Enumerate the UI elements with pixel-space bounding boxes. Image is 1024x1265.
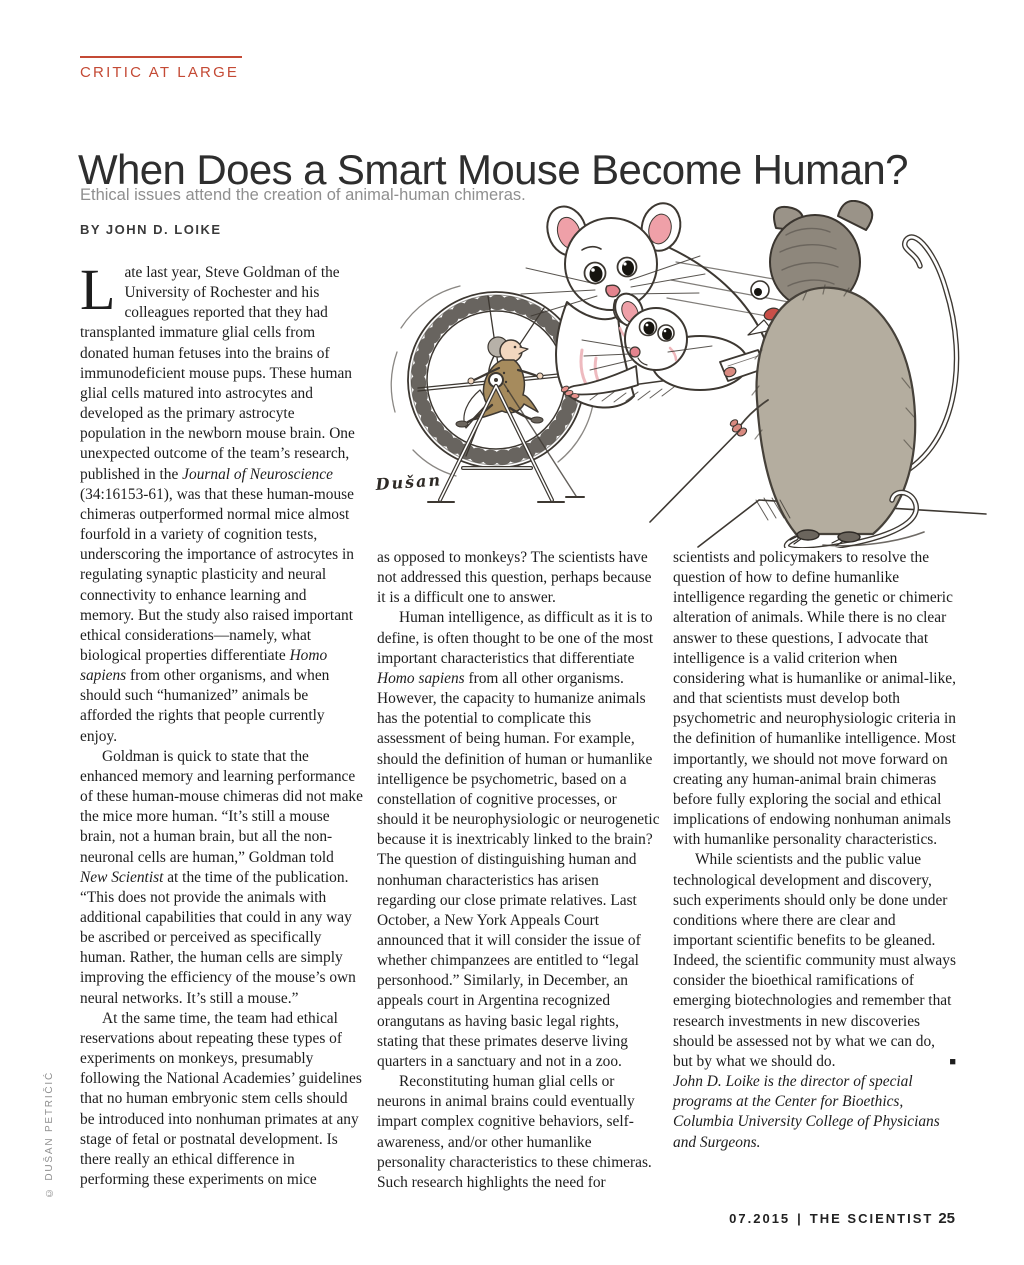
body-text: Human intelligence, as difficult as it i… (377, 609, 654, 667)
body-text: At the same time, the team had ethical r… (80, 1009, 362, 1189)
footer-separator: | (797, 1211, 803, 1226)
paragraph: While scientists and the public value te… (673, 850, 956, 1072)
body-text: from other organisms, and when should su… (80, 667, 330, 745)
body-text: Reconstituting human glial cells or neur… (377, 1073, 652, 1191)
body-text: at the time of the publication. “This do… (80, 868, 356, 1007)
article-dek: Ethical issues attend the creation of an… (80, 186, 526, 204)
body-text: from all other organisms. However, the c… (377, 669, 660, 1070)
wheel-stand (427, 383, 585, 503)
article-column-3: scientists and policymakers to resolve t… (673, 548, 956, 1153)
italic-species-name: Homo sapiens (80, 646, 328, 685)
paragraph: Goldman is quick to state that the enhan… (80, 747, 363, 1009)
article-column-2: as opposed to monkeys? The scientists ha… (377, 548, 660, 1193)
big-rat (649, 200, 987, 548)
illustration-credit: © DUŠAN PETRIČIĆ (44, 1070, 55, 1198)
italic-species-name: Homo sapiens (377, 669, 465, 687)
body-text: Goldman is quick to state that the enhan… (80, 747, 363, 866)
kicker-rule (80, 56, 242, 58)
body-text: While scientists and the public value te… (673, 851, 956, 1070)
white-mouse-large (520, 202, 815, 409)
body-text: as opposed to monkeys? The scientists ha… (377, 549, 652, 607)
floor-lines (697, 499, 987, 548)
end-mark: ■ (949, 1055, 956, 1068)
section-kicker: CRITIC AT LARGE (80, 64, 240, 81)
page-footer: 07.2015 | THE SCIENTIST 25 (729, 1210, 955, 1227)
footer-magazine: THE SCIENTIST (809, 1211, 934, 1226)
paragraph: scientists and policymakers to resolve t… (673, 548, 956, 850)
article-title: When Does a Smart Mouse Become Human? (78, 146, 908, 194)
article-byline: BY JOHN D. LOIKE (80, 222, 222, 237)
paragraph: At the same time, the team had ethical r… (80, 1009, 363, 1190)
paragraph: Human intelligence, as difficult as it i… (377, 608, 660, 1072)
author-bio: John D. Loike is the director of special… (673, 1073, 940, 1151)
body-text: ate last year, Steve Goldman of the Univ… (80, 264, 355, 483)
italic-publication-name: New Scientist (80, 868, 164, 886)
drop-cap: L (80, 257, 116, 322)
footer-issue: 07.2015 (729, 1211, 791, 1226)
paragraph: Reconstituting human glial cells or neur… (377, 1072, 660, 1193)
paragraph: as opposed to monkeys? The scientists ha… (377, 548, 660, 608)
body-text: (34:16153-61), was that these human-mous… (80, 485, 354, 664)
running-man-figure (455, 336, 544, 429)
artist-signature: Dušan (374, 470, 443, 494)
body-text: scientists and policymakers to resolve t… (673, 549, 956, 849)
page-number: 25 (938, 1210, 955, 1227)
italic-journal-name: Journal of Neuroscience (182, 465, 333, 483)
chimera-cartoon-illustration: Dušan (374, 200, 987, 548)
